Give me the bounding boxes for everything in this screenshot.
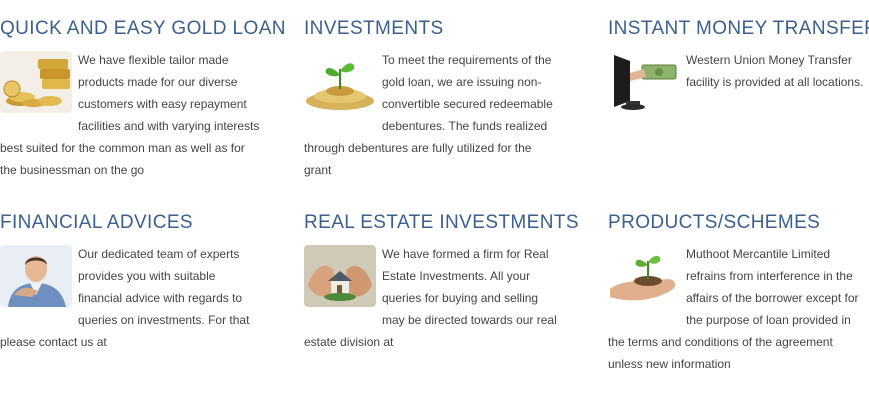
- card-body: We have formed a firm for Real Estate In…: [304, 243, 560, 353]
- sprout-in-hand-icon: [608, 245, 680, 307]
- card-text: Western Union Money Transfer facility is…: [686, 53, 864, 89]
- card-body: Muthoot Mercantile Limited refrains from…: [608, 243, 866, 375]
- card-text: Our dedicated team of experts provides y…: [0, 247, 250, 349]
- house-in-hands-icon: [304, 245, 376, 307]
- card-text: To meet the requirements of the gold loa…: [304, 53, 553, 177]
- card-money-transfer: INSTANT MONEY TRANSFER Western Union Mon…: [608, 18, 869, 117]
- card-products-schemes: PRODUCTS/SCHEMES Muthoot Mercantile Limi…: [608, 212, 866, 375]
- card-text: Muthoot Mercantile Limited refrains from…: [608, 247, 859, 371]
- card-text: We have flexible tailor made products ma…: [0, 53, 260, 177]
- card-title[interactable]: INSTANT MONEY TRANSFER: [608, 18, 869, 39]
- card-title[interactable]: REAL ESTATE INVESTMENTS: [304, 212, 579, 233]
- plant-on-coins-icon: [304, 51, 376, 113]
- card-gold-loan: QUICK AND EASY GOLD LOAN We have flexibl…: [0, 18, 286, 181]
- card-title[interactable]: INVESTMENTS: [304, 18, 444, 39]
- card-text: We have formed a firm for Real Estate In…: [304, 247, 557, 349]
- money-from-monitor-icon: [608, 51, 680, 113]
- gold-coins-icon: [0, 51, 72, 113]
- card-title[interactable]: PRODUCTS/SCHEMES: [608, 212, 821, 233]
- card-body: Our dedicated team of experts provides y…: [0, 243, 262, 353]
- card-body: We have flexible tailor made products ma…: [0, 49, 262, 181]
- card-title[interactable]: FINANCIAL ADVICES: [0, 212, 193, 233]
- advisor-icon: [0, 245, 72, 307]
- card-body: To meet the requirements of the gold loa…: [304, 49, 560, 181]
- card-real-estate: REAL ESTATE INVESTMENTS We have formed a…: [304, 212, 579, 353]
- card-title[interactable]: QUICK AND EASY GOLD LOAN: [0, 18, 286, 39]
- card-body: Western Union Money Transfer facility is…: [608, 49, 868, 113]
- card-investments: INVESTMENTS To meet the requirements of …: [304, 18, 560, 181]
- card-financial-advices: FINANCIAL ADVICES Our dedicated team of …: [0, 212, 262, 353]
